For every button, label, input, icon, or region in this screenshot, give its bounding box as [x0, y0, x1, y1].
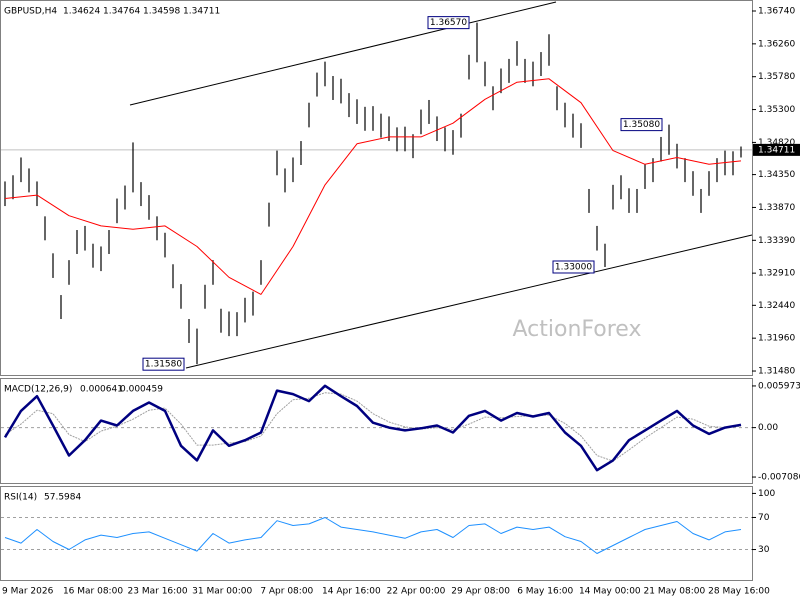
- y-tick-label: -0.007086: [758, 473, 800, 483]
- y-tick-label: 1.31960: [758, 334, 795, 344]
- y-tick-label: 1.36260: [758, 39, 795, 49]
- x-tick-label: 14 May 00:00: [579, 587, 641, 597]
- panel-value: 57.5984: [44, 493, 81, 503]
- panel-title: RSI(14): [4, 493, 37, 503]
- last-price-label: 1.34711: [758, 145, 795, 155]
- y-tick-label: 70: [758, 513, 770, 523]
- panel-title: GBPUSD,H4: [4, 7, 57, 17]
- y-tick-label: 1.31480: [758, 367, 795, 377]
- watermark: ActionForex: [513, 317, 642, 342]
- y-tick-label: 1.36740: [758, 6, 795, 16]
- panel-value: 1.34624: [63, 7, 100, 17]
- x-tick-label: 21 May 08:00: [644, 587, 706, 597]
- panel-value: 0.000459: [120, 385, 163, 395]
- price-annotation: 1.31580: [145, 360, 182, 370]
- price-annotation-box: [142, 357, 185, 371]
- last-price-box: [753, 143, 800, 156]
- y-tick-label: 1.35300: [758, 105, 795, 115]
- y-tick-label: 1.32910: [758, 269, 795, 279]
- y-tick-label: 100: [758, 489, 775, 499]
- price-panel: [0, 0, 753, 376]
- indicator-line: [3, 384, 742, 472]
- rsi-panel: [0, 486, 753, 581]
- macd-panel: [0, 378, 753, 484]
- y-tick-label: 1.33390: [758, 236, 795, 246]
- panel-value: 1.34764: [103, 7, 140, 17]
- x-tick-label: 29 Apr 08:00: [451, 587, 510, 597]
- x-tick-label: 14 Apr 16:00: [322, 587, 381, 597]
- y-tick-label: 0.005973: [758, 381, 800, 391]
- y-tick-label: 1.34350: [758, 170, 795, 180]
- panel-value: 0.000641: [80, 385, 123, 395]
- indicator-line: [4, 392, 742, 462]
- price-annotation: 1.33000: [555, 262, 592, 272]
- y-tick-label: 1.32440: [758, 301, 795, 311]
- indicator-line: [4, 517, 742, 554]
- y-tick-label: 1.34820: [758, 138, 795, 148]
- x-tick-label: 22 Apr 00:00: [387, 587, 446, 597]
- x-tick-label: 6 May 16:00: [517, 587, 573, 597]
- panel-value: 1.34598: [143, 7, 180, 17]
- moving-average: [4, 78, 742, 295]
- y-tick-label: 30: [758, 545, 770, 555]
- channel-upper: [129, 1, 557, 106]
- y-tick-label: 1.35780: [758, 72, 795, 82]
- x-tick-label: 7 Apr 08:00: [260, 587, 313, 597]
- price-annotation-box: [552, 260, 595, 274]
- x-tick-label: 23 Mar 16:00: [128, 587, 188, 597]
- price-annotation: 1.35080: [623, 120, 660, 130]
- panel-title: MACD(12,26,9): [4, 385, 72, 395]
- price-annotation-box: [620, 118, 663, 132]
- y-tick-label: 0.00: [758, 423, 778, 433]
- price-annotation-box: [427, 16, 470, 30]
- y-tick-label: 1.33870: [758, 203, 795, 213]
- channel-lower: [185, 234, 753, 369]
- x-tick-label: 9 Mar 2026: [2, 587, 54, 597]
- x-tick-label: 16 Mar 08:00: [63, 587, 123, 597]
- x-tick-label: 28 May 16:00: [708, 587, 770, 597]
- x-tick-label: 31 Mar 00:00: [192, 587, 252, 597]
- panel-value: 1.34711: [183, 7, 220, 17]
- price-annotation: 1.36570: [430, 18, 467, 28]
